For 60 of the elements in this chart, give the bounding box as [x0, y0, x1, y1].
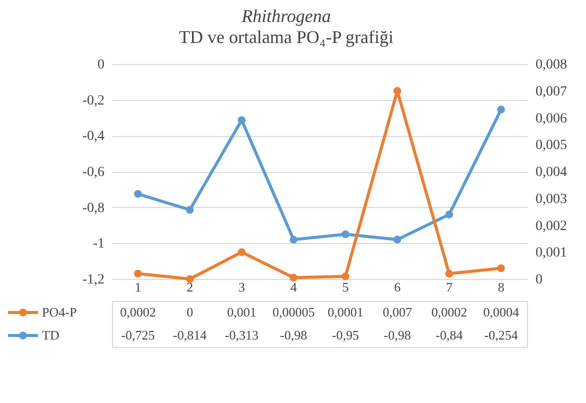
- y-tick-label: -0,8: [82, 200, 104, 216]
- y-tick-label: -1: [92, 236, 104, 252]
- point: [290, 236, 298, 244]
- point: [497, 264, 505, 272]
- data-label: 0,00005: [272, 304, 315, 320]
- y2-tick-label: 0,007: [536, 84, 567, 100]
- point: [290, 274, 298, 282]
- x-tick-label: 1: [134, 280, 142, 294]
- y-tick-label: 0: [98, 58, 104, 72]
- x-tick-label: 7: [446, 280, 453, 294]
- data-label: 0,0002: [120, 304, 156, 320]
- data-label: 0,0002: [431, 304, 468, 320]
- point: [445, 210, 454, 218]
- y-tick-label: -0,4: [82, 129, 104, 144]
- point: [393, 236, 402, 244]
- x-tick-label: 5: [342, 280, 349, 294]
- data-label: 0,0004: [483, 304, 520, 320]
- y2-tick-label: 0,003: [536, 192, 567, 207]
- data-label: 0,007: [382, 304, 412, 320]
- x-tick-label: 8: [498, 280, 504, 294]
- y2-tick-label: 0,002: [536, 218, 567, 234]
- point: [186, 206, 194, 214]
- y2-tick-label: 0: [536, 272, 542, 288]
- data-label: 0,0001: [328, 304, 364, 320]
- x-tick-label: 4: [290, 280, 298, 294]
- x-tick-label: 6: [394, 280, 402, 294]
- data-label: -0,95: [332, 328, 359, 342]
- y2-tick-label: 0,006: [536, 111, 567, 126]
- point: [186, 275, 194, 283]
- y-tick-label: -1,2: [82, 272, 104, 288]
- data-label: -0,814: [173, 328, 208, 342]
- data-label: -0,98: [280, 328, 308, 342]
- y2-tick-label: 0,004: [536, 165, 567, 180]
- y-tick-label: -0,2: [82, 93, 104, 108]
- point: [342, 272, 350, 280]
- data-label: 0: [186, 304, 194, 320]
- data-label: -0,725: [121, 328, 155, 342]
- chart-subtitle: TD ve ortalama PO₄-P grafiği: [178, 27, 394, 47]
- y-tick-label: -0,6: [82, 165, 104, 180]
- y2-tick-label: 0,005: [536, 138, 567, 154]
- point: [238, 248, 246, 256]
- legend-label: TD: [42, 328, 60, 342]
- point: [393, 87, 402, 95]
- data-label: 0,001: [227, 304, 256, 320]
- point: [134, 190, 142, 198]
- point: [445, 270, 454, 278]
- data-label: -0,84: [436, 328, 464, 342]
- point: [342, 230, 350, 238]
- point: [238, 116, 246, 124]
- point: [134, 270, 142, 278]
- data-label: -0,313: [224, 328, 258, 342]
- chart-title: Rhithrogena: [240, 6, 331, 26]
- data-label: -0,254: [484, 328, 518, 342]
- data-label: -0,98: [384, 328, 411, 342]
- x-tick-label: 2: [186, 280, 194, 294]
- y2-tick-label: 0,008: [536, 58, 567, 72]
- y2-tick-label: 0,001: [536, 246, 567, 261]
- x-tick-label: 3: [238, 280, 245, 294]
- legend-label: PO4-P: [42, 304, 77, 320]
- point: [497, 106, 505, 114]
